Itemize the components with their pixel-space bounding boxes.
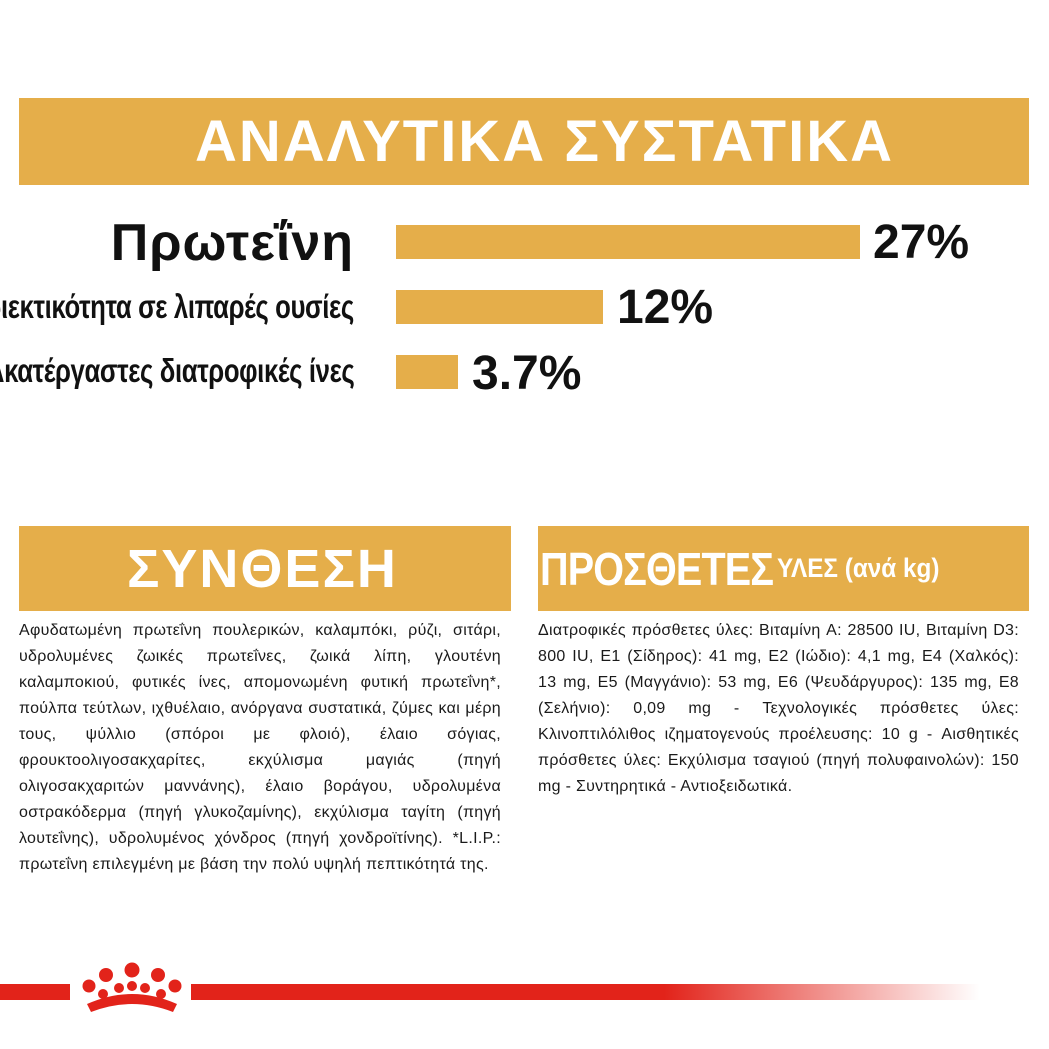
fat-value: 12% — [617, 281, 714, 334]
protein-bar — [396, 225, 860, 259]
analytical-banner: ΑΝΑΛΥΤΙΚΑ ΣΥΣΤΑΤΙΚΑ — [19, 98, 1029, 185]
fibre-label: Ακατέργαστες διατροφικές ίνες — [0, 352, 354, 389]
fat-bar — [396, 290, 603, 324]
additives-title-main: ΠΡΟΣΘΕΤΕΣ — [540, 542, 774, 595]
analytical-title: ΑΝΑΛΥΤΙΚΑ ΣΥΣΤΑΤΙΚΑ — [195, 109, 894, 174]
fat-label: Περιεκτικότητα σε λιπαρές ουσίες — [0, 288, 354, 325]
protein-label: Πρωτεΐνη — [110, 214, 354, 272]
brand-line-left — [0, 984, 70, 1000]
additives-text: Διατροφικές πρόσθετες ύλες: Βιταμίνη A: … — [538, 622, 1019, 795]
composition-title: ΣΥΝΘΕΣΗ — [127, 538, 398, 599]
composition-banner: ΣΥΝΘΕΣΗ — [19, 526, 511, 611]
additives-banner: ΠΡΟΣΘΕΤΕΣ ΥΛΕΣ (ανά kg) — [538, 526, 1029, 611]
crown-logo-icon — [73, 960, 191, 1020]
protein-value: 27% — [873, 216, 970, 269]
fibre-value: 3.7% — [472, 347, 582, 400]
composition-text: Αφυδατωμένη πρωτεΐνη πουλερικών, καλαμπό… — [19, 622, 501, 873]
fibre-bar — [396, 355, 458, 389]
additives-title-sub: ΥΛΕΣ (ανά kg) — [777, 553, 940, 583]
brand-line-right — [190, 984, 980, 1000]
